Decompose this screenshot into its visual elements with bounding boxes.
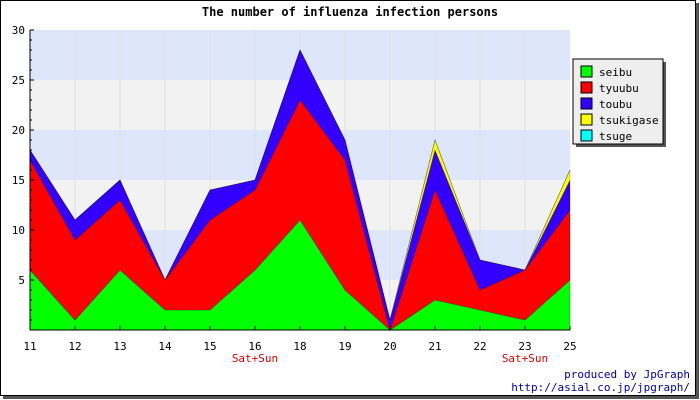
x-tick-label: 19 xyxy=(338,340,351,353)
x-tick-label: 11 xyxy=(23,340,36,353)
x-tick-label: 14 xyxy=(158,340,172,353)
credit-link[interactable]: http://asial.co.jp/jpgraph/ xyxy=(511,381,690,394)
y-tick-label: 15 xyxy=(12,174,25,187)
legend-swatch-tyuubu xyxy=(580,81,593,94)
axes xyxy=(29,29,571,331)
x-tick-label: 18 xyxy=(293,340,306,353)
y-tick-label: 20 xyxy=(12,124,25,137)
legend-label-tyuubu: tyuubu xyxy=(599,82,639,95)
credit-text: produced by JpGraph xyxy=(564,368,690,381)
x-tick-label: 13 xyxy=(113,340,126,353)
x-tick-label: 25 xyxy=(563,340,576,353)
legend-swatch-tsuge xyxy=(580,129,593,142)
legend-swatch-tsukigase xyxy=(580,113,593,126)
legend-swatch-toubu xyxy=(580,97,593,110)
y-tick-label: 5 xyxy=(18,274,25,287)
weekend-annotation: Sat+Sun xyxy=(232,352,278,365)
x-axis-tick-labels: 11 12 13 14 15 16 18 19 20 21 22 23 25 xyxy=(23,340,576,353)
legend-label-seibu: seibu xyxy=(599,66,632,79)
y-axis-tick-labels: 5 10 15 20 25 30 xyxy=(12,24,25,287)
series-area-tsukigase xyxy=(29,49,571,321)
series-area-tsuge xyxy=(29,49,571,321)
series-area-toubu xyxy=(29,49,571,332)
legend-label-tsukigase: tsukigase xyxy=(599,114,659,127)
weekend-annotation: Sat+Sun xyxy=(502,352,548,365)
x-tick-label: 16 xyxy=(248,340,261,353)
legend-label-tsuge: tsuge xyxy=(599,130,632,143)
x-tick-label: 22 xyxy=(473,340,486,353)
y-tick-label: 25 xyxy=(12,74,25,87)
y-tick-label: 10 xyxy=(12,224,25,237)
legend-swatch-seibu xyxy=(580,65,593,78)
x-tick-label: 21 xyxy=(428,340,441,353)
chart-title: The number of influenza infection person… xyxy=(202,5,498,19)
x-axis-annotations: Sat+Sun Sat+Sun xyxy=(232,352,548,365)
legend: seibu tyuubu toubu tsukigase tsuge xyxy=(572,58,666,147)
x-tick-label: 15 xyxy=(203,340,216,353)
x-tick-label: 20 xyxy=(383,340,396,353)
x-tick-label: 23 xyxy=(518,340,531,353)
legend-label-toubu: toubu xyxy=(599,98,632,111)
y-tick-label: 30 xyxy=(12,24,25,37)
x-tick-label: 12 xyxy=(68,340,81,353)
